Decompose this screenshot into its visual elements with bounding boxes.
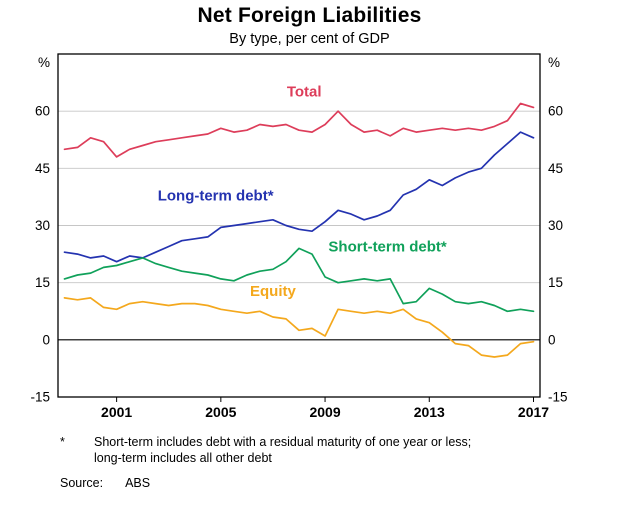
source: Source: ABS	[60, 476, 619, 490]
source-label: Source:	[60, 475, 104, 490]
chart-subtitle: By type, per cent of GDP	[229, 31, 390, 47]
footnote: * Short-term includes debt with a residu…	[60, 434, 619, 467]
y-tick-left-15: 15	[35, 275, 50, 290]
series-line-short-term-debt	[63, 247, 535, 313]
plot-border	[57, 53, 541, 398]
footnote-line-2: long-term includes all other debt	[94, 451, 272, 466]
y-tick-right-0: 0	[548, 332, 556, 347]
y-tick-right-15: 15	[548, 275, 563, 290]
y-tick-left-45: 45	[35, 161, 50, 176]
series-label-total: Total	[287, 84, 322, 101]
x-tick-label-2013: 2013	[414, 404, 445, 420]
y-tick-left--15: -15	[30, 390, 50, 405]
chart-title: Net Foreign Liabilities	[197, 4, 422, 27]
y-tick-right-30: 30	[548, 218, 563, 233]
series-line-long-term-debt	[63, 131, 535, 263]
source-value: ABS	[125, 475, 151, 490]
footnote-text: Short-term includes debt with a residual…	[94, 434, 471, 467]
x-tick-label-2005: 2005	[205, 404, 236, 420]
y-tick-right-45: 45	[548, 161, 563, 176]
series-label-short-term-debt: Short-term debt*	[328, 238, 447, 255]
x-tick-label-2017: 2017	[518, 404, 549, 420]
footnote-marker: *	[60, 435, 65, 449]
chart-page: Net Foreign Liabilities By type, per cen…	[0, 4, 619, 505]
y-tick-left-0: 0	[42, 332, 50, 347]
x-tick-label-2009: 2009	[309, 404, 340, 420]
footnote-line-1: Short-term includes debt with a residual…	[94, 435, 472, 449]
series-label-long-term-debt: Long-term debt*	[158, 188, 274, 205]
y-tick-left-60: 60	[35, 104, 50, 119]
y-tick-right-60: 60	[548, 104, 563, 119]
y-tick-right--15: -15	[548, 390, 568, 405]
unit-label-right: %	[548, 55, 560, 70]
x-tick-label-2001: 2001	[101, 404, 132, 420]
series-line-total	[63, 102, 535, 158]
y-tick-left-30: 30	[35, 218, 50, 233]
series-line-equity	[63, 297, 535, 358]
unit-label-left: %	[38, 55, 50, 70]
line-chart: 60 60 45 45 30 30 15 15 0 0 -15 -15% % 2001 2005 2009 20…	[30, 53, 568, 420]
series-label-equity: Equity	[250, 283, 296, 300]
